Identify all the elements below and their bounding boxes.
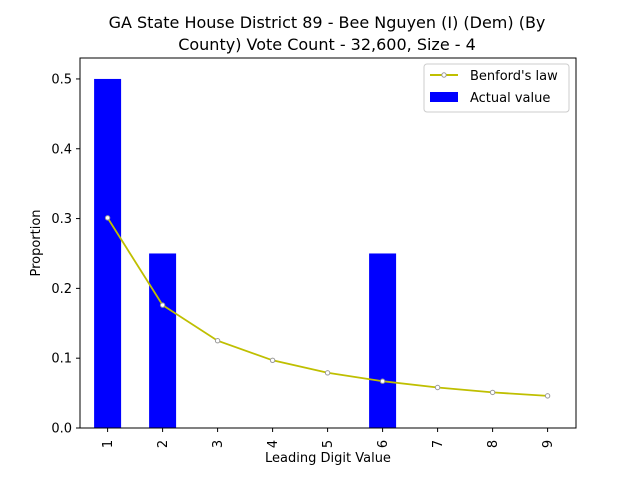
x-tick-label: 9 <box>541 440 556 448</box>
x-tick-label: 1 <box>101 440 116 448</box>
y-axis-label: Proportion <box>29 209 44 276</box>
benford-point-1 <box>104 215 111 221</box>
y-tick-label: 0.3 <box>51 212 72 227</box>
benford-point-9 <box>544 393 551 399</box>
x-tick-label: 2 <box>156 440 171 448</box>
x-tick-label: 5 <box>321 440 336 448</box>
y-axis: 0.0 0.1 0.2 0.3 0.4 0.5 <box>51 72 80 437</box>
x-tick-label: 3 <box>211 440 226 448</box>
benford-point-4 <box>269 357 276 363</box>
x-axis-label: Leading Digit Value <box>265 451 391 466</box>
chart-title-line-2: County) Vote Count - 32,600, Size - 4 <box>178 35 476 54</box>
bar-digit-2 <box>149 253 177 428</box>
benford-point-2 <box>159 302 166 308</box>
legend-actual-swatch <box>430 92 458 102</box>
legend-box <box>423 63 570 113</box>
chart-title: GA State House District 89 - Bee Nguyen … <box>109 13 546 54</box>
legend-benford-label: Benford's law <box>470 69 558 84</box>
y-tick-label: 0.4 <box>51 142 72 157</box>
bars-layer <box>94 78 397 429</box>
benford-point-8 <box>489 389 496 396</box>
x-tick-label: 7 <box>431 440 446 448</box>
legend-actual-label: Actual value <box>470 91 550 106</box>
benford-point-7 <box>434 384 441 391</box>
benford-line-layer <box>104 215 551 399</box>
y-tick-label: 0.5 <box>51 72 72 87</box>
bar-digit-6 <box>369 253 397 428</box>
y-tick-label: 0.2 <box>51 282 72 297</box>
x-axis: 1 2 3 4 5 6 7 8 9 <box>101 428 556 448</box>
legend: Benford's law Actual value <box>423 63 570 113</box>
bar-digit-1 <box>94 78 122 429</box>
x-tick-label: 8 <box>486 440 501 448</box>
benford-point-6 <box>379 378 386 384</box>
chart-title-line-1: GA State House District 89 - Bee Nguyen … <box>109 13 546 32</box>
x-tick-label: 6 <box>376 440 391 448</box>
benford-point-3 <box>214 338 221 344</box>
legend-benford-marker <box>441 72 447 78</box>
y-tick-label: 0.1 <box>51 352 72 367</box>
y-tick-label: 0.0 <box>51 422 72 437</box>
benford-point-5 <box>324 370 331 376</box>
x-tick-label: 4 <box>266 440 281 448</box>
